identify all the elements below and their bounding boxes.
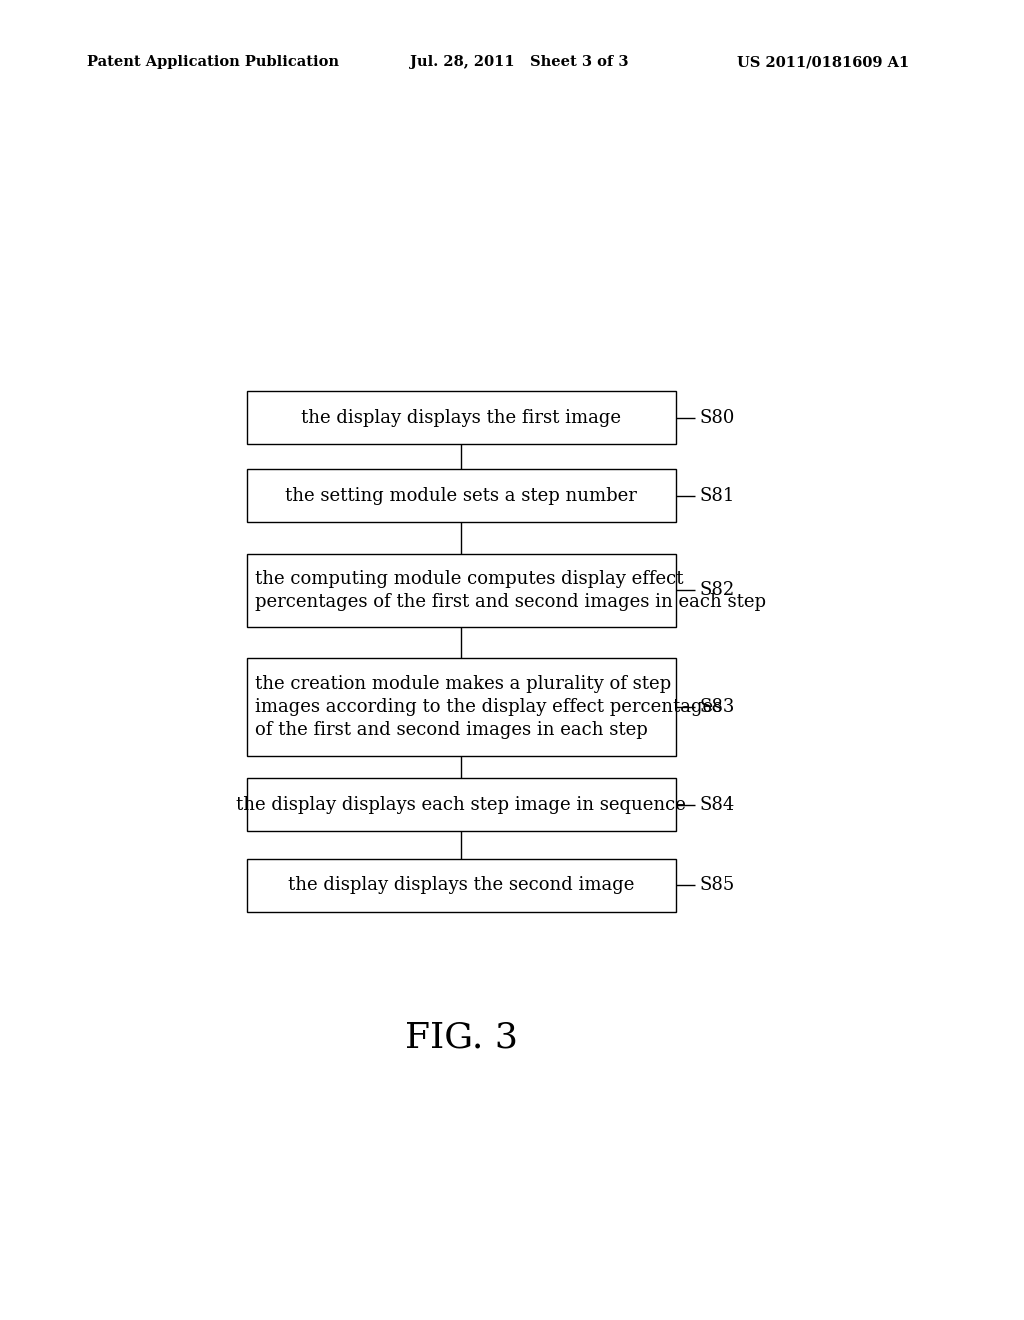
Text: the computing module computes display effect
percentages of the first and second: the computing module computes display ef… [255,570,766,611]
Text: Patent Application Publication: Patent Application Publication [87,55,339,70]
Bar [247,391,676,444]
Bar [247,470,676,523]
Text: the display displays each step image in sequence: the display displays each step image in … [237,796,686,814]
Bar [247,779,676,832]
Text: S82: S82 [699,581,734,599]
Text: S81: S81 [699,487,735,504]
Text: the creation module makes a plurality of step
images according to the display ef: the creation module makes a plurality of… [255,676,722,739]
Text: FIG. 3: FIG. 3 [404,1020,518,1055]
Text: US 2011/0181609 A1: US 2011/0181609 A1 [737,55,909,70]
Bar [247,659,676,756]
Text: S85: S85 [699,876,734,894]
Text: Jul. 28, 2011   Sheet 3 of 3: Jul. 28, 2011 Sheet 3 of 3 [410,55,628,70]
Text: the setting module sets a step number: the setting module sets a step number [286,487,637,504]
Bar [247,554,676,627]
Bar [247,859,676,912]
Text: the display displays the second image: the display displays the second image [288,876,635,894]
Text: S84: S84 [699,796,734,814]
Text: S80: S80 [699,409,735,426]
Text: the display displays the first image: the display displays the first image [301,409,622,426]
Text: S83: S83 [699,698,735,717]
